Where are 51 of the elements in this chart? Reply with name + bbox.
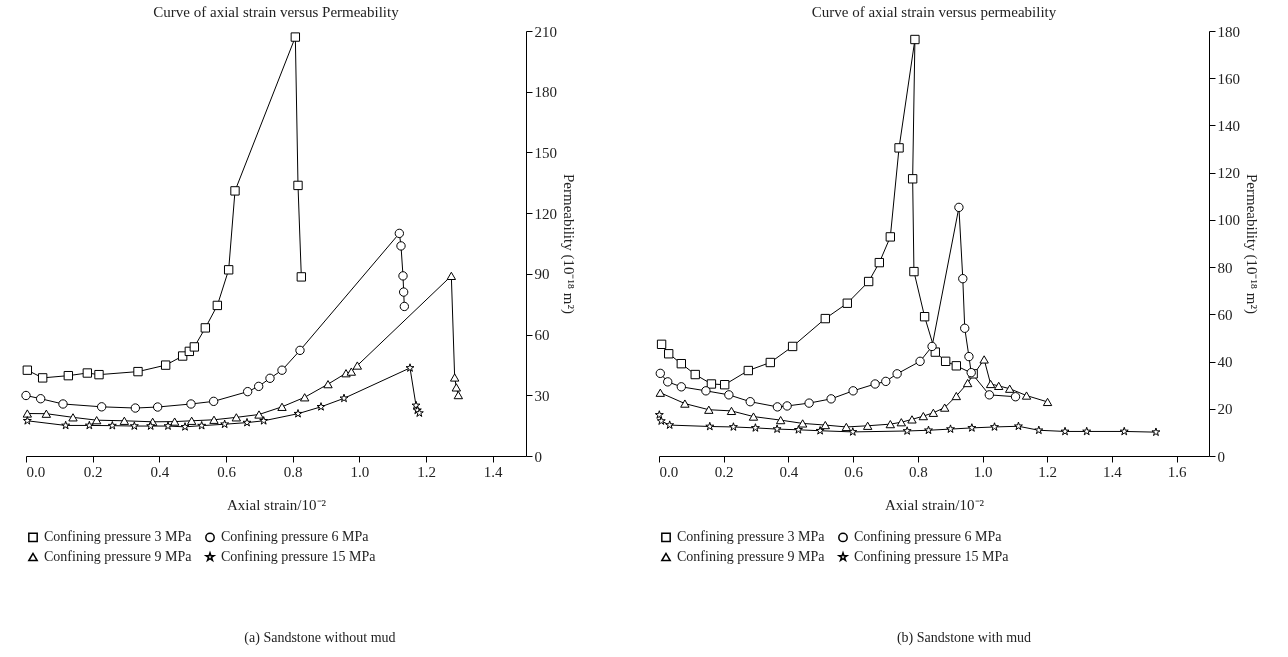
legend-label: Confining pressure 9 MPa xyxy=(677,549,826,564)
chart-title: Curve of axial strain versus permeability xyxy=(811,4,1057,20)
x-tick-label: 0.8 xyxy=(908,463,928,480)
legend-label: Confining pressure 3 MPa xyxy=(44,529,193,545)
y-tick-label: 180 xyxy=(534,84,557,101)
x-tick-label: 1.0 xyxy=(350,463,370,480)
x-tick-label: 1.2 xyxy=(1038,463,1058,480)
x-axis-title: Axial strain/10⁻² xyxy=(226,496,327,513)
y-tick-label: 120 xyxy=(1217,165,1240,182)
legend-label: Confining pressure 15 MPa xyxy=(854,549,1010,564)
y-tick-label: 120 xyxy=(534,205,557,222)
x-tick-label: 1.4 xyxy=(1103,463,1123,480)
x-tick-label: 1.2 xyxy=(417,463,436,480)
legend-label: Confining pressure 3 MPa xyxy=(677,529,826,545)
text: (b) Sandstone with mud xyxy=(895,630,1033,646)
y-tick-label: 160 xyxy=(1217,70,1240,87)
text: (a) Sandstone without mud xyxy=(243,630,397,646)
y-tick-label: 0 xyxy=(534,448,542,465)
x-tick-label: 0.2 xyxy=(714,463,734,480)
y-tick-label: 180 xyxy=(1217,23,1240,40)
y-tick-label: 100 xyxy=(1217,212,1240,229)
legend-label: Confining pressure 9 MPa xyxy=(44,549,193,564)
y-tick-label: 80 xyxy=(1217,259,1233,276)
y-tick-label: 20 xyxy=(1217,401,1233,418)
chart-title: Curve of axial strain versus Permeability xyxy=(153,4,400,20)
y-tick-label: 60 xyxy=(534,327,550,344)
y-tick-label: 140 xyxy=(1217,117,1240,134)
y-tick-label: 210 xyxy=(534,23,557,40)
y-tick-label: 150 xyxy=(534,144,557,161)
y-tick-label: 40 xyxy=(1217,354,1233,371)
y-axis-title: Permeability (10⁻¹⁸ m²) xyxy=(1243,173,1260,315)
x-tick-label: 0.0 xyxy=(26,463,46,480)
y-axis-title: Permeability (10⁻¹⁸ m²) xyxy=(560,173,577,315)
y-tick-label: 30 xyxy=(534,387,550,404)
y-tick-label: 90 xyxy=(534,266,550,283)
x-tick-label: 0.0 xyxy=(659,463,679,480)
legend-label: Confining pressure 6 MPa xyxy=(221,529,370,545)
x-axis-title: Axial strain/10⁻² xyxy=(884,496,985,513)
y-tick-label: 60 xyxy=(1217,306,1233,323)
x-tick-label: 0.2 xyxy=(83,463,103,480)
x-tick-label: 1.4 xyxy=(483,463,504,480)
x-tick-label: 0.4 xyxy=(150,463,170,480)
x-tick-label: 0.6 xyxy=(217,463,237,480)
legend-label: Confining pressure 15 MPa xyxy=(221,549,377,564)
x-tick-label: 1.6 xyxy=(1167,463,1188,480)
x-tick-label: 0.6 xyxy=(844,463,864,480)
y-tick-label: 0 xyxy=(1217,448,1225,465)
legend-label: Confining pressure 6 MPa xyxy=(854,529,1003,545)
x-tick-label: 0.8 xyxy=(283,463,303,480)
x-tick-label: 0.4 xyxy=(779,463,799,480)
x-tick-label: 1.0 xyxy=(973,463,993,480)
